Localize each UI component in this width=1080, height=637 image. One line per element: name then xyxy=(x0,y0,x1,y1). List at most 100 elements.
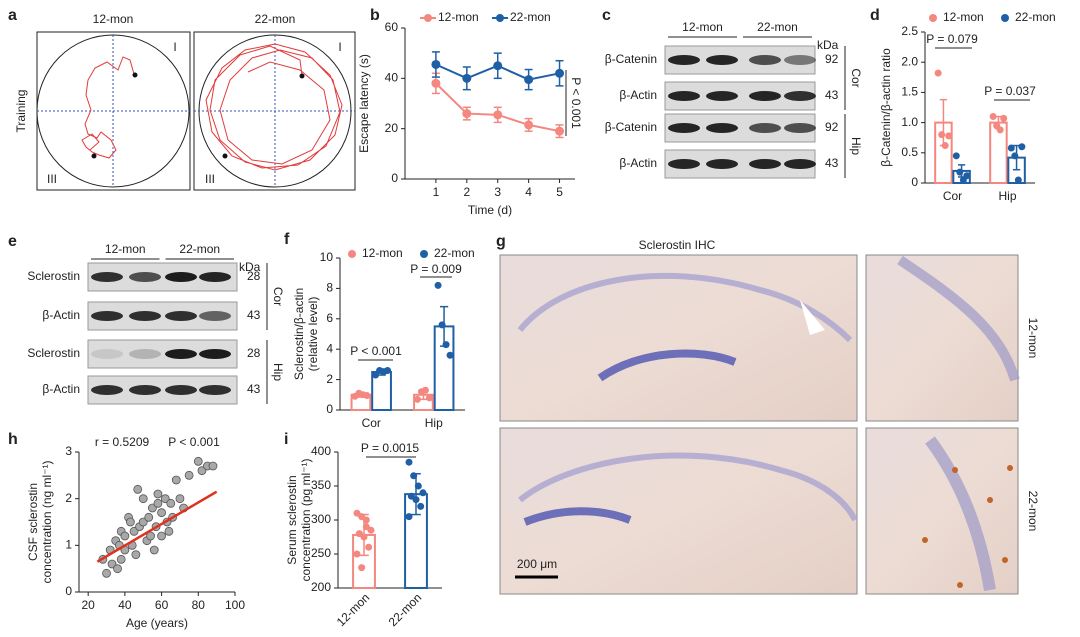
x-tick-label: 4 xyxy=(525,185,532,199)
annotation: P < 0.001 xyxy=(168,435,220,449)
blot-band xyxy=(199,385,231,395)
y-tick-label: 200 xyxy=(311,580,331,594)
y-tick-label: 0.5 xyxy=(901,145,918,159)
data-point xyxy=(372,371,380,379)
data-point xyxy=(442,341,450,349)
blot-band xyxy=(199,272,231,282)
y-tick-label: 1.0 xyxy=(901,115,918,129)
data-point xyxy=(1000,114,1008,122)
blot-kda: 43 xyxy=(247,308,261,322)
data-point xyxy=(384,366,392,374)
data-point xyxy=(1018,143,1026,151)
y-tick-label: 0 xyxy=(326,402,333,416)
data-point xyxy=(358,564,366,572)
data-point xyxy=(956,168,964,176)
x-tick-label: 2 xyxy=(463,185,470,199)
blot-band xyxy=(91,272,123,282)
blot-band xyxy=(91,385,123,395)
blot-row-label: Sclerostin xyxy=(27,269,80,283)
blot-row-label: β-Catenin xyxy=(605,52,657,66)
y-tick-label: 1 xyxy=(65,538,72,552)
marker xyxy=(431,59,441,69)
marker xyxy=(555,126,565,136)
data-point xyxy=(367,526,375,534)
blot-row-label: β-Actin xyxy=(42,382,80,396)
quadrant-label: III xyxy=(47,172,57,186)
blot-band xyxy=(706,55,738,65)
panel-letter: i xyxy=(284,431,288,448)
blot-band xyxy=(129,385,161,395)
lane-group-label: 12-mon xyxy=(682,20,723,34)
panel-letter: h xyxy=(8,431,18,448)
blot-band xyxy=(749,123,781,133)
annotation: P = 0.079 xyxy=(926,32,978,46)
y-axis-label: Serum sclerostin xyxy=(285,475,299,564)
panel-letter: c xyxy=(602,7,611,24)
x-tick-label: 60 xyxy=(155,598,169,612)
kda-unit: kDa xyxy=(239,260,261,274)
legend-marker xyxy=(496,14,504,22)
data-point xyxy=(405,458,413,466)
y-tick-label: 60 xyxy=(385,20,399,34)
y-tick-label: 2.5 xyxy=(901,24,918,38)
marker xyxy=(524,75,534,85)
data-point xyxy=(153,498,163,508)
data-point xyxy=(157,531,166,541)
y-tick-label: 10 xyxy=(320,250,334,264)
x-tick-label: 40 xyxy=(118,598,132,612)
legend-marker xyxy=(420,250,428,258)
annotation: P = 0.0015 xyxy=(361,441,419,455)
x-tick-label: Cor xyxy=(362,416,381,430)
data-point xyxy=(175,494,185,504)
blot-band xyxy=(165,385,197,395)
quadrant-label: I xyxy=(173,40,176,54)
data-point xyxy=(102,568,111,578)
annotation: P = 0.009 xyxy=(410,262,462,276)
y-axis-label: concentration (ng ml⁻¹) xyxy=(40,460,54,583)
legend-marker xyxy=(348,250,356,258)
legend-label: 22-mon xyxy=(1015,10,1056,24)
blot-band xyxy=(784,55,816,65)
blot-band xyxy=(706,91,738,101)
data-point xyxy=(138,517,148,527)
data-point xyxy=(133,484,143,494)
data-point xyxy=(197,466,207,476)
blot-band xyxy=(784,91,816,101)
data-point xyxy=(963,172,971,180)
data-point xyxy=(184,470,194,480)
maze-row-label: Training xyxy=(14,90,28,133)
maze-title: 22-mon xyxy=(255,12,296,26)
data-point xyxy=(1014,176,1022,184)
tissue-label: Hip xyxy=(271,363,285,381)
legend-marker xyxy=(424,14,432,22)
blot-band xyxy=(749,91,781,101)
y-tick-label: 300 xyxy=(311,512,331,526)
y-tick-label: 2 xyxy=(326,372,333,386)
data-point xyxy=(138,494,148,504)
y-axis-label: Sclerostin/β-actin xyxy=(292,288,306,380)
data-point xyxy=(952,152,960,160)
y-tick-label: 0 xyxy=(911,175,918,189)
blot-band xyxy=(129,311,161,321)
annotation: P = 0.037 xyxy=(984,84,1036,98)
data-point xyxy=(410,472,418,480)
blot-kda: 28 xyxy=(247,346,261,360)
data-point xyxy=(414,482,422,490)
blot-band xyxy=(668,91,700,101)
data-point xyxy=(434,281,442,289)
blot-band xyxy=(706,159,738,169)
ihc-row-label: 12-mon xyxy=(1026,318,1040,359)
y-tick-label: 2 xyxy=(65,491,72,505)
blot-band xyxy=(129,272,161,282)
marker xyxy=(555,68,565,78)
tissue-label: Cor xyxy=(271,287,285,306)
y-tick-label: 0 xyxy=(391,171,398,185)
data-point xyxy=(413,395,421,403)
data-point xyxy=(131,550,141,560)
data-point xyxy=(360,533,368,541)
x-tick-label: 100 xyxy=(225,598,245,612)
blot-band xyxy=(668,55,700,65)
legend-label: 12-mon xyxy=(943,10,984,24)
x-axis-label: Age (years) xyxy=(126,616,188,630)
